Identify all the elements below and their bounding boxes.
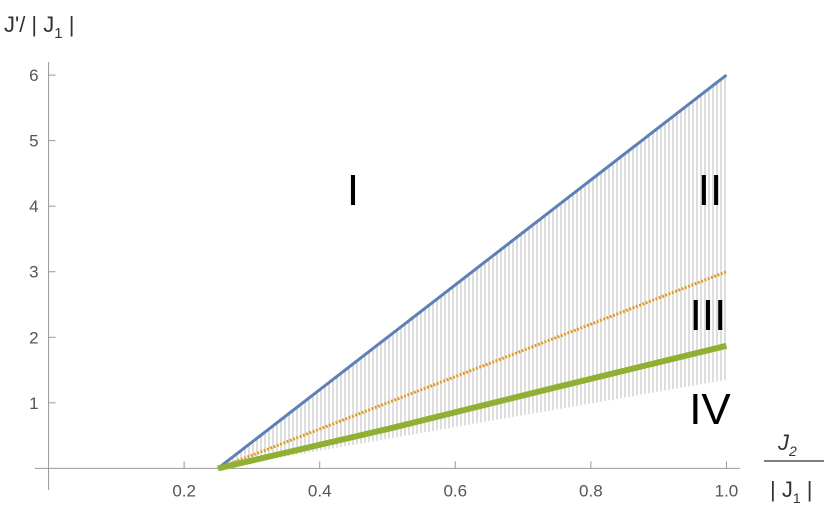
x-axis-title-numerator: J2 (777, 430, 797, 459)
x-tick-label: 0.4 (308, 481, 332, 500)
region-label: III (690, 291, 727, 340)
x-tick-label: 0.2 (172, 481, 196, 500)
region-label: IV (689, 385, 731, 434)
series-line (217, 342, 728, 472)
series-line (217, 73, 728, 470)
x-tick-label: 1.0 (715, 481, 739, 500)
y-tick-label: 6 (29, 66, 38, 85)
y-tick-label: 3 (29, 263, 38, 282)
y-tick-label: 4 (29, 197, 38, 216)
y-tick-label: 2 (29, 328, 38, 347)
region-label: I (347, 166, 359, 215)
y-axis-title: J'/ | J1 | (4, 12, 74, 42)
y-tick-label: 5 (29, 132, 38, 151)
x-axis-title: J2 | J1 | (764, 430, 824, 506)
x-axis-title-denominator: | J1 | (770, 477, 812, 506)
region-label: II (698, 166, 722, 215)
x-tick-label: 0.6 (443, 481, 467, 500)
x-tick-label: 0.8 (579, 481, 603, 500)
y-tick-label: 1 (29, 394, 38, 413)
